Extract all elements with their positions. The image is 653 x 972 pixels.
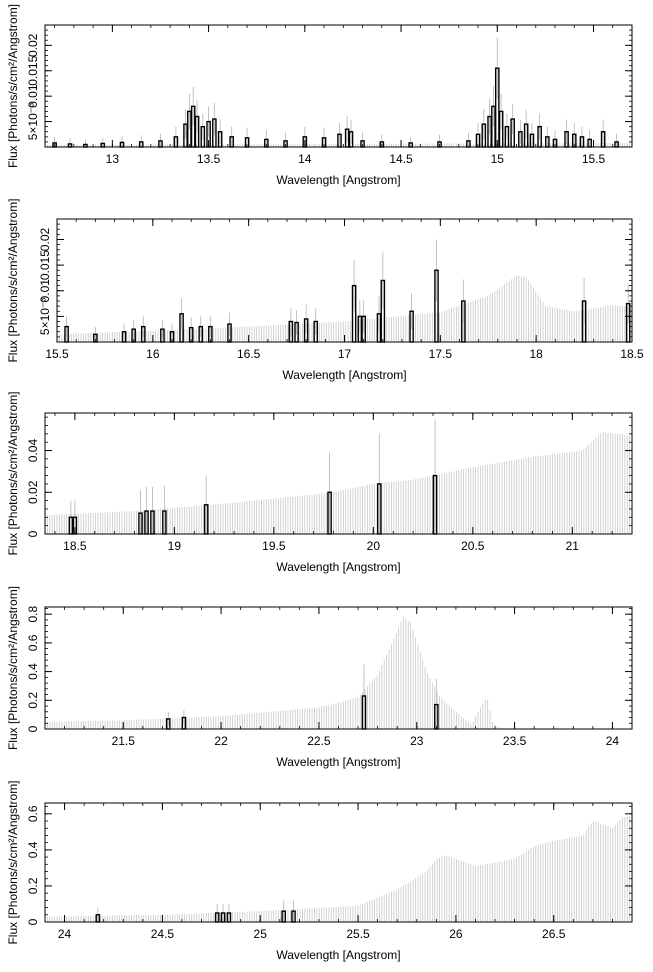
x-tick-label: 15 bbox=[491, 152, 505, 166]
y-tick-label: 0.4 bbox=[26, 841, 40, 858]
x-tick-label: 19 bbox=[168, 539, 182, 553]
x-axis-label: Wavelength [Angstrom] bbox=[282, 368, 406, 382]
x-tick-label: 25.5 bbox=[346, 927, 370, 941]
plot-frame bbox=[44, 24, 633, 148]
x-tick-label: 18.5 bbox=[63, 539, 87, 553]
x-tick-label: 13.5 bbox=[197, 152, 221, 166]
model-series bbox=[44, 431, 633, 534]
x-axis-label: Wavelength [Angstrom] bbox=[276, 948, 400, 962]
x-tick-label: 24 bbox=[58, 927, 72, 941]
x-tick-label: 25 bbox=[254, 927, 268, 941]
y-tick-label: 0.6 bbox=[26, 805, 40, 822]
y-axis-label: Flux [Photons/s/cm²/Angstrom] bbox=[6, 780, 20, 944]
chart-panel-2: 15.5 16 16.5 17 17.5 18 18.5 5×10⁻³0.010.0150.0… bbox=[6, 198, 644, 382]
x-tick-label: 24.5 bbox=[151, 927, 175, 941]
x-axis-label: Wavelength [Angstrom] bbox=[276, 755, 400, 769]
observed-series bbox=[95, 900, 296, 923]
x-axis-label: Wavelength [Angstrom] bbox=[276, 560, 400, 574]
x-tick-label: 17 bbox=[338, 347, 352, 361]
x-tick-label: 26 bbox=[449, 927, 463, 941]
x-tick-label: 19.5 bbox=[262, 539, 286, 553]
x-tick-label: 16 bbox=[146, 347, 160, 361]
x-tick-label: 22.5 bbox=[307, 734, 331, 748]
chart-panel-3: 18.5 19 19.5 20 20.5 21 0 0.02 0.04 Wavelength [A… bbox=[6, 391, 633, 574]
y-tick-label: 0.01 bbox=[26, 84, 40, 108]
y-tick-label: 5×10⁻³ bbox=[26, 103, 40, 140]
x-tick-label: 14.5 bbox=[389, 152, 413, 166]
model-series bbox=[44, 815, 633, 922]
y-tick-label: 0.8 bbox=[26, 606, 40, 623]
x-tick-label: 14 bbox=[298, 152, 312, 166]
y-axis-label: Flux [Photons/s/cm²/Angstrom] bbox=[6, 586, 20, 750]
model-series bbox=[44, 617, 505, 729]
model-series bbox=[56, 275, 633, 342]
x-tick-label: 20 bbox=[367, 539, 381, 553]
y-tick-label: 0.4 bbox=[26, 663, 40, 680]
y-tick-label: 0.01 bbox=[38, 279, 52, 303]
observed-series bbox=[52, 37, 619, 148]
x-tick-label: 21 bbox=[566, 539, 580, 553]
x-tick-label: 23 bbox=[410, 734, 424, 748]
x-tick-label: 13 bbox=[106, 152, 120, 166]
x-tick-label: 20.5 bbox=[461, 539, 485, 553]
y-tick-label: 0 bbox=[26, 725, 40, 732]
y-tick-label: 0.02 bbox=[38, 227, 52, 251]
x-tick-label: 26.5 bbox=[542, 927, 566, 941]
y-tick-label: 0.2 bbox=[26, 692, 40, 709]
x-tick-label: 24 bbox=[606, 734, 620, 748]
x-tick-label: 16.5 bbox=[237, 347, 261, 361]
y-axis-label: Flux [Photons/s/cm²/Angstrom] bbox=[6, 4, 20, 168]
y-tick-label: 0.015 bbox=[26, 55, 40, 85]
x-tick-label: 22 bbox=[214, 734, 228, 748]
y-tick-label: 0.04 bbox=[26, 439, 40, 463]
chart-panel-4: 21.5 22 22.5 23 23.5 24 0 0.2 0.4 0.6 0.8 Wavelengt… bbox=[6, 586, 633, 769]
y-tick-label: 0.015 bbox=[38, 250, 52, 280]
x-tick-label: 21.5 bbox=[112, 734, 136, 748]
x-tick-label: 18.5 bbox=[620, 347, 644, 361]
y-tick-label: 0.2 bbox=[26, 877, 40, 894]
y-axis-label: Flux [Photons/s/cm²/Angstrom] bbox=[6, 198, 20, 362]
x-tick-label: 15.5 bbox=[582, 152, 606, 166]
y-tick-label: 0.02 bbox=[26, 33, 40, 57]
y-tick-label: 5×10⁻³ bbox=[38, 298, 52, 335]
x-tick-label: 17.5 bbox=[429, 347, 453, 361]
y-tick-label: 0.6 bbox=[26, 634, 40, 651]
x-axis-label: Wavelength [Angstrom] bbox=[276, 173, 400, 187]
chart-panel-5: 24 24.5 25 25.5 26 26.5 0 0.2 0.4 0.6 Wavelength [… bbox=[6, 780, 633, 962]
plot-frame bbox=[44, 802, 633, 923]
x-tick-label: 15.5 bbox=[45, 347, 69, 361]
x-tick-label: 18 bbox=[529, 347, 543, 361]
y-tick-label: 0 bbox=[26, 530, 40, 537]
plot-frame bbox=[44, 412, 633, 535]
y-tick-label: 0.02 bbox=[26, 480, 40, 504]
y-axis-label: Flux [Photons/s/cm²/Angstrom] bbox=[6, 391, 20, 555]
y-tick-label: 0 bbox=[26, 918, 40, 925]
x-tick-label: 23.5 bbox=[503, 734, 527, 748]
